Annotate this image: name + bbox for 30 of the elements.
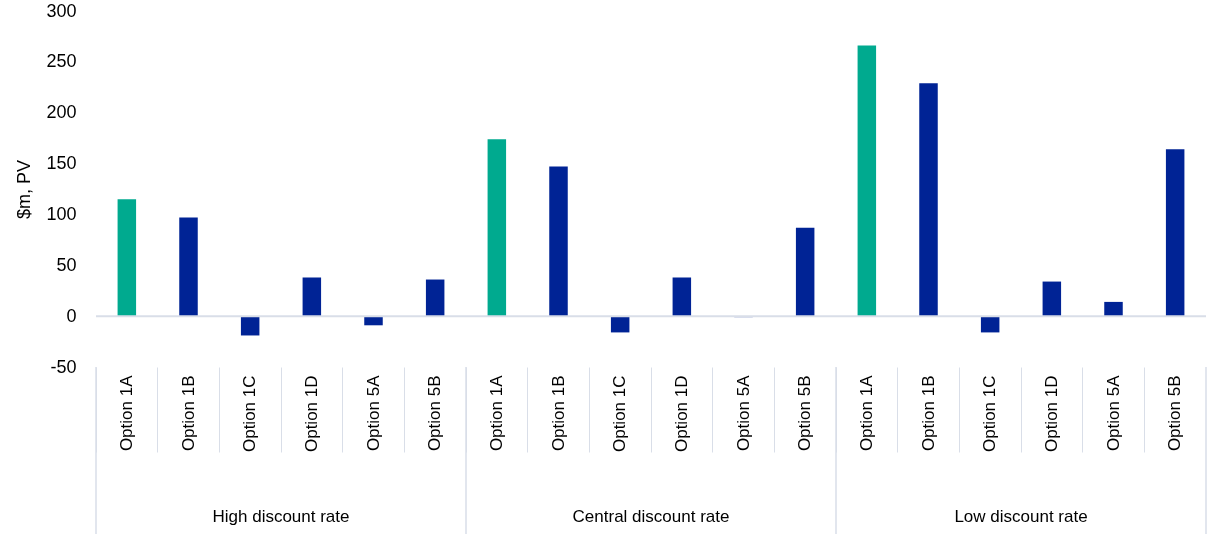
text: Central discount rate [572,507,730,526]
x-tick-label: Option 1D [1041,375,1061,453]
x-tick-label: Option 5A [363,374,383,452]
x-tick-label: Option 1B [178,375,198,452]
x-tick-label: Option 5A [1103,374,1123,452]
y-tick-label: 50 [56,254,77,275]
x-tick-label: Option 1D [301,375,321,453]
x-tick-label: Option 1A [856,374,876,452]
x-tick-label: Option 1D [671,375,691,453]
y-tick-label: -50 [50,356,77,377]
y-axis-title: $m, PV [14,159,35,220]
y-tick-label: 0 [66,305,77,326]
x-tick-label: Option 5B [425,375,445,452]
y-tick-label: 150 [46,153,77,174]
y-tick-label: 100 [46,203,77,224]
y-tick-label: 300 [46,0,77,21]
x-tick-label: Option 1A [116,374,136,452]
x-tick-label: Option 1A [486,374,506,452]
x-tick-label: Option 1C [610,375,630,453]
x-tick-label: Option 1C [980,375,1000,453]
y-tick-label: 200 [46,102,77,123]
x-tick-label: Option 5B [795,375,815,452]
x-tick-label: Option 1B [918,375,938,452]
x-tick-label: Option 1B [548,375,568,452]
x-tick-label: Option 5A [733,374,753,452]
x-tick-label: Option 5B [1165,375,1185,452]
text: Low discount rate [954,507,1088,526]
text: High discount rate [212,507,350,526]
x-tick-label: Option 1C [240,375,260,453]
y-tick-label: 250 [46,51,77,72]
